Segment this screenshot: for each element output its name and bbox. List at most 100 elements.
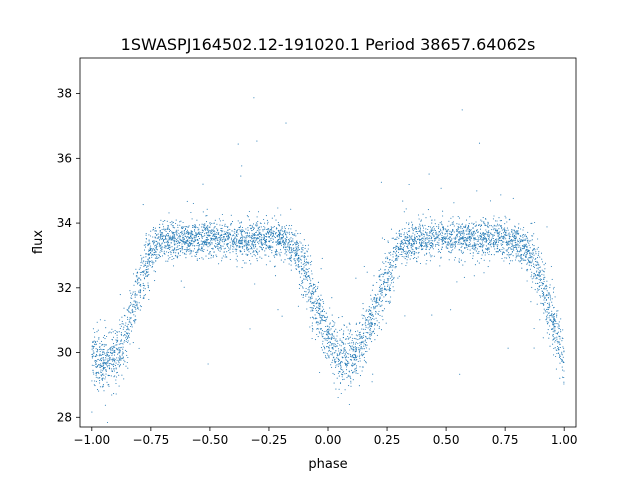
data-point	[241, 230, 243, 232]
data-point	[274, 233, 276, 235]
data-point	[543, 304, 545, 306]
data-point	[246, 233, 249, 235]
data-point	[268, 245, 270, 247]
data-point	[549, 319, 551, 321]
data-point	[424, 239, 426, 241]
data-point	[304, 290, 306, 292]
data-point	[100, 365, 102, 367]
data-point	[154, 257, 156, 259]
data-point	[349, 375, 351, 377]
data-point	[407, 241, 409, 243]
data-point	[138, 268, 140, 270]
scatter-points	[91, 97, 565, 424]
data-point	[405, 222, 407, 224]
data-point	[100, 366, 102, 368]
data-point	[365, 362, 367, 364]
data-point	[554, 337, 556, 339]
data-point	[301, 273, 303, 275]
data-point	[553, 338, 555, 341]
data-point	[249, 328, 251, 330]
data-point	[287, 244, 289, 246]
data-point	[342, 332, 345, 334]
data-point	[220, 246, 222, 248]
data-point	[366, 344, 368, 346]
data-point	[361, 314, 363, 316]
data-point	[381, 292, 383, 294]
data-point	[536, 267, 538, 269]
data-point	[446, 243, 448, 246]
data-point	[463, 243, 465, 245]
data-point	[434, 230, 437, 232]
data-point	[371, 317, 373, 320]
data-point	[339, 362, 342, 364]
data-point	[506, 257, 508, 259]
data-point	[406, 236, 408, 238]
data-point	[469, 232, 471, 234]
data-point	[454, 241, 456, 243]
data-point	[307, 248, 309, 250]
data-point	[555, 332, 557, 334]
data-point	[355, 334, 357, 336]
data-point	[195, 234, 197, 236]
data-point	[378, 322, 380, 324]
data-point	[253, 247, 255, 249]
data-point	[538, 253, 540, 255]
data-point	[165, 245, 167, 248]
data-point	[388, 288, 391, 290]
data-point	[108, 363, 110, 365]
data-point	[559, 329, 562, 331]
data-point	[359, 334, 361, 336]
data-point	[107, 384, 109, 386]
data-point	[363, 345, 365, 347]
data-point	[206, 234, 208, 236]
data-point	[114, 332, 116, 334]
data-point	[553, 316, 555, 318]
data-point	[429, 235, 431, 237]
data-point	[325, 330, 327, 333]
data-point	[426, 244, 428, 246]
data-point	[402, 243, 404, 246]
data-point	[376, 334, 378, 336]
data-point	[104, 354, 107, 357]
data-point	[197, 249, 199, 251]
data-point	[118, 349, 120, 351]
data-point	[475, 250, 477, 252]
data-point	[211, 230, 213, 232]
data-point	[318, 328, 320, 330]
data-point	[371, 312, 373, 314]
data-point	[278, 243, 280, 245]
data-point	[302, 296, 304, 299]
data-point	[303, 239, 305, 241]
data-point	[533, 347, 535, 349]
data-point	[554, 329, 556, 331]
data-point	[315, 288, 317, 291]
data-point	[145, 272, 147, 274]
data-point	[316, 288, 319, 290]
data-point	[317, 286, 319, 288]
data-point	[270, 239, 272, 241]
data-point	[501, 248, 503, 251]
data-point	[322, 314, 324, 316]
data-point	[483, 233, 485, 235]
data-point	[304, 264, 306, 266]
data-point	[170, 253, 172, 255]
data-point	[326, 352, 328, 354]
data-point	[453, 237, 455, 239]
data-point	[467, 225, 469, 227]
data-point	[245, 262, 247, 264]
data-point	[501, 244, 503, 246]
data-point	[481, 220, 483, 222]
data-point	[399, 242, 401, 244]
data-point	[379, 299, 381, 301]
data-point	[381, 289, 383, 291]
data-point	[260, 242, 262, 244]
data-point	[370, 313, 372, 315]
data-point	[194, 238, 196, 240]
data-point	[258, 239, 261, 241]
data-point	[374, 339, 376, 341]
data-point	[385, 295, 387, 297]
data-point	[178, 244, 180, 247]
data-point	[271, 252, 273, 254]
data-point	[362, 303, 364, 305]
